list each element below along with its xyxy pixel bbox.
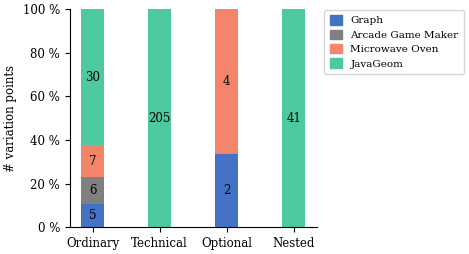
Text: 2: 2 xyxy=(223,184,230,197)
Text: 7: 7 xyxy=(89,155,97,168)
Text: 6: 6 xyxy=(89,184,97,197)
Bar xyxy=(282,9,305,227)
Text: 30: 30 xyxy=(85,71,100,84)
Bar xyxy=(215,154,238,227)
Bar xyxy=(81,9,105,145)
Bar xyxy=(215,9,238,154)
Y-axis label: # variation points: # variation points xyxy=(4,65,17,172)
Bar xyxy=(148,9,171,227)
Bar xyxy=(81,204,105,227)
Bar xyxy=(81,145,105,177)
Text: 5: 5 xyxy=(89,209,97,222)
Text: 4: 4 xyxy=(223,75,230,88)
Text: 41: 41 xyxy=(286,112,301,125)
Legend: Graph, Arcade Game Maker, Microwave Oven, JavaGeom: Graph, Arcade Game Maker, Microwave Oven… xyxy=(324,10,464,74)
Text: 205: 205 xyxy=(149,112,171,125)
Bar xyxy=(81,177,105,204)
